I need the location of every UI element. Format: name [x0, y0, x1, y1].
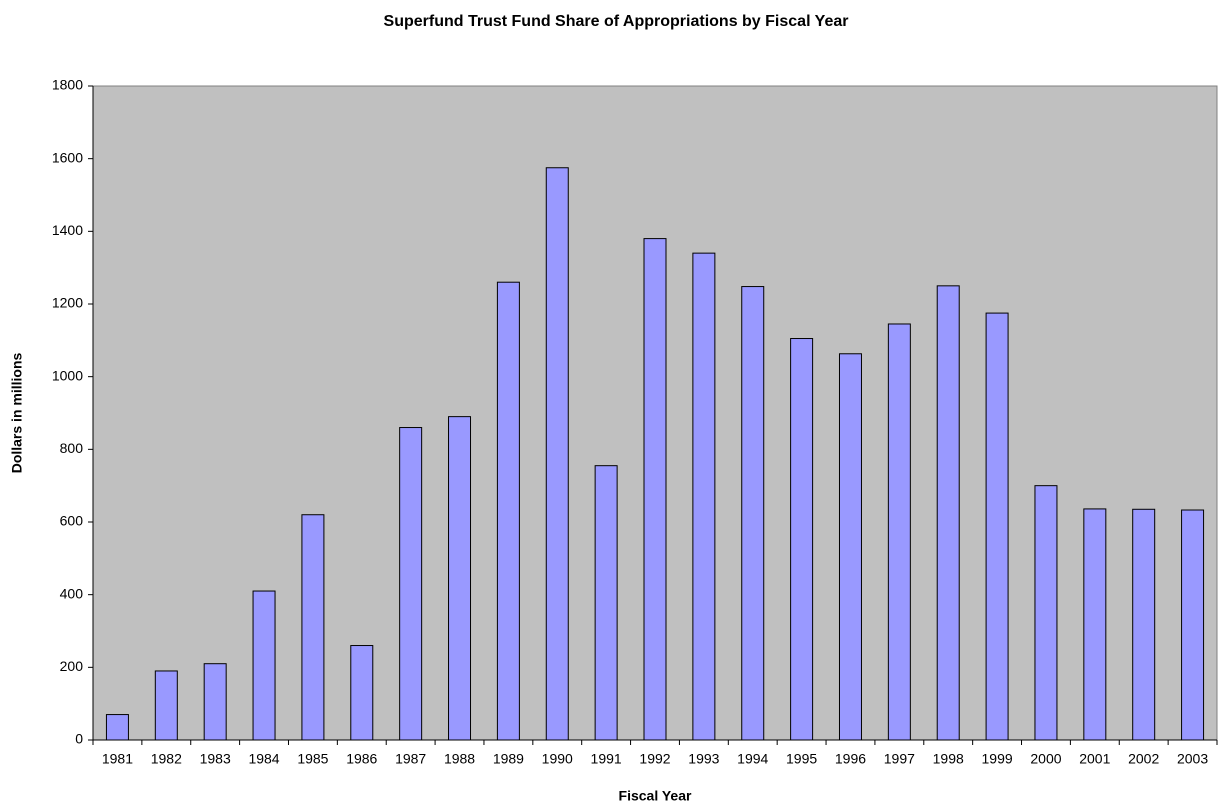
bar — [105, 714, 129, 741]
x-tick-label: 1982 — [151, 751, 182, 767]
x-tick-label: 1989 — [493, 751, 524, 767]
x-tick-label: 2000 — [1030, 751, 1061, 767]
bar — [1083, 508, 1107, 741]
y-tick-label: 1000 — [52, 367, 83, 383]
x-tick-label: 1988 — [444, 751, 475, 767]
bar — [301, 514, 325, 741]
y-tick-label: 400 — [60, 585, 84, 601]
bar — [252, 590, 276, 741]
x-tick-label: 2001 — [1079, 751, 1110, 767]
x-tick-label: 2002 — [1128, 751, 1159, 767]
bar — [692, 252, 716, 741]
x-tick-label: 1993 — [688, 751, 719, 767]
bar — [496, 281, 520, 741]
y-tick-label: 1800 — [52, 77, 83, 93]
x-tick-label: 1999 — [982, 751, 1013, 767]
x-axis-label: Fiscal Year — [619, 788, 692, 804]
x-tick-label: 1983 — [200, 751, 231, 767]
y-tick-label: 1200 — [52, 295, 83, 311]
y-tick-label: 600 — [60, 513, 84, 529]
x-tick-label: 1996 — [835, 751, 866, 767]
bar — [643, 238, 667, 741]
bar — [1132, 508, 1156, 741]
y-tick-label: 1400 — [52, 222, 83, 238]
y-axis-label: Dollars in millions — [9, 353, 25, 474]
bar — [790, 338, 814, 741]
x-tick-label: 1997 — [884, 751, 915, 767]
bar — [985, 312, 1009, 741]
y-tick-label: 1600 — [52, 149, 83, 165]
x-tick-label: 1985 — [297, 751, 328, 767]
x-tick-label: 1987 — [395, 751, 426, 767]
bar — [741, 286, 765, 741]
x-tick-label: 1986 — [346, 751, 377, 767]
x-tick-label: 1998 — [933, 751, 964, 767]
x-tick-label: 1984 — [248, 751, 279, 767]
x-tick-label: 1994 — [737, 751, 768, 767]
bar — [594, 465, 618, 741]
bar — [936, 285, 960, 741]
x-tick-label: 1990 — [542, 751, 573, 767]
x-tick-label: 1992 — [639, 751, 670, 767]
y-tick-label: 0 — [75, 731, 83, 747]
bar — [448, 416, 472, 741]
chart-title: Superfund Trust Fund Share of Appropriat… — [384, 13, 849, 30]
x-tick-label: 2003 — [1177, 751, 1208, 767]
bar — [203, 663, 227, 741]
y-tick-label: 800 — [60, 440, 84, 456]
bar — [887, 323, 911, 741]
bar — [545, 167, 569, 741]
bar — [154, 670, 178, 741]
bar — [1181, 509, 1205, 741]
bar — [350, 645, 374, 741]
x-tick-label: 1981 — [102, 751, 133, 767]
y-tick-label: 200 — [60, 658, 84, 674]
bar — [838, 353, 862, 741]
x-tick-label: 1991 — [591, 751, 622, 767]
x-tick-label: 1995 — [786, 751, 817, 767]
bar — [399, 427, 423, 741]
bar — [1034, 485, 1058, 741]
